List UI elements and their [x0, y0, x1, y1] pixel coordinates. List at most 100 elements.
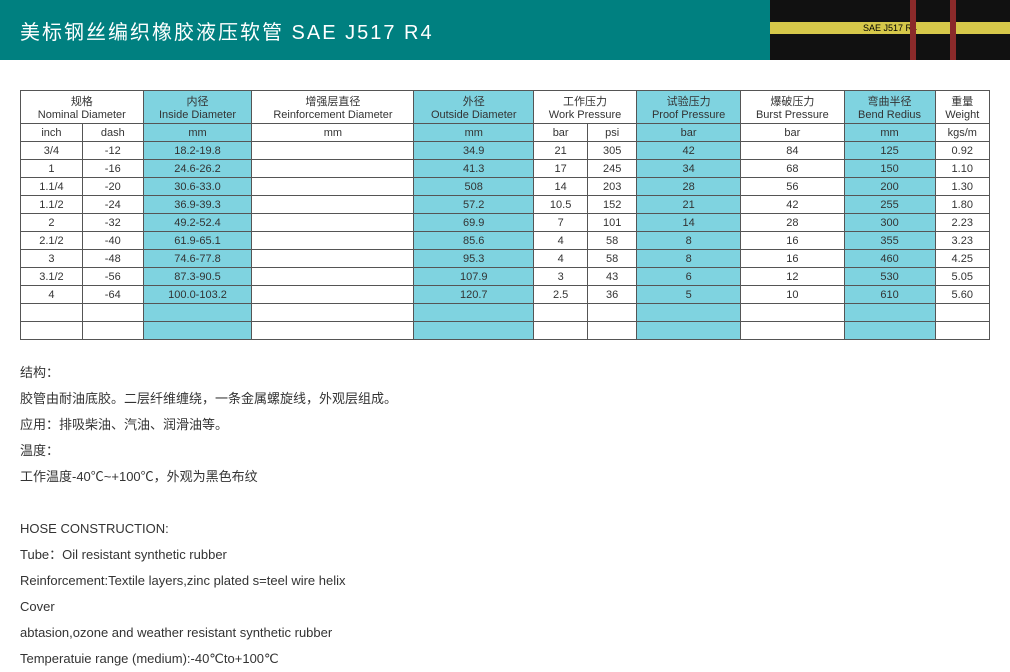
cell-wpsi: 305 — [588, 142, 637, 160]
cell-id: 87.3-90.5 — [143, 268, 252, 286]
cell-wbar: 7 — [534, 214, 588, 232]
col-outside-cn: 外径 — [418, 93, 529, 109]
cell-dash: -16 — [82, 160, 143, 178]
table-row-empty — [21, 322, 990, 340]
table-row: 3/4-1218.2-19.834.92130542841250.92 — [21, 142, 990, 160]
cell-bend: 530 — [844, 268, 935, 286]
col-burst-en: Burst Pressure — [745, 109, 839, 121]
cell-inch: 1.1/2 — [21, 196, 83, 214]
cell-proof: 6 — [637, 268, 741, 286]
cell-empty — [143, 322, 252, 340]
cell-inch: 3.1/2 — [21, 268, 83, 286]
desc-en-line: Reinforcement:Textile layers,zinc plated… — [20, 568, 990, 594]
cell-inch: 2.1/2 — [21, 232, 83, 250]
col-nominal-cn: 规格 — [25, 93, 139, 109]
cell-wbar: 3 — [534, 268, 588, 286]
col-reinf-cn: 增强层直径 — [256, 93, 409, 109]
cell-rd — [252, 178, 414, 196]
cell-dash: -64 — [82, 286, 143, 304]
cell-proof: 34 — [637, 160, 741, 178]
table-row: 3.1/2-5687.3-90.5107.93436125305.05 — [21, 268, 990, 286]
col-proof-cn: 试验压力 — [641, 93, 736, 109]
cell-wt: 0.92 — [935, 142, 989, 160]
cell-od: 95.3 — [414, 250, 534, 268]
cell-burst: 56 — [741, 178, 844, 196]
desc-en-line: Tube：Oil resistant synthetic rubber — [20, 542, 990, 568]
cell-burst: 12 — [741, 268, 844, 286]
col-bend-cn: 弯曲半径 — [849, 93, 931, 109]
hose-band — [950, 0, 956, 60]
page-title: 美标钢丝编织橡胶液压软管 SAE J517 R4 — [0, 0, 770, 60]
cell-wt: 3.23 — [935, 232, 989, 250]
unit-dash: dash — [82, 124, 143, 142]
cell-empty — [82, 322, 143, 340]
cell-wt: 1.10 — [935, 160, 989, 178]
cell-wpsi: 58 — [588, 250, 637, 268]
cell-rd — [252, 196, 414, 214]
table-row-empty — [21, 304, 990, 322]
unit-kgsm: kgs/m — [935, 124, 989, 142]
cell-wt: 5.05 — [935, 268, 989, 286]
spec-table: 规格Nominal Diameter 内径Inside Diameter 增强层… — [20, 90, 990, 340]
hose-band — [910, 0, 916, 60]
col-weight-cn: 重量 — [940, 93, 985, 109]
cell-bend: 610 — [844, 286, 935, 304]
table-row: 1-1624.6-26.241.31724534681501.10 — [21, 160, 990, 178]
cell-proof: 14 — [637, 214, 741, 232]
cell-od: 120.7 — [414, 286, 534, 304]
cell-wbar: 10.5 — [534, 196, 588, 214]
col-inside-en: Inside Diameter — [148, 109, 248, 121]
cell-od: 85.6 — [414, 232, 534, 250]
cell-bend: 355 — [844, 232, 935, 250]
col-proof-en: Proof Pressure — [641, 109, 736, 121]
cell-empty — [414, 322, 534, 340]
cell-wt: 4.25 — [935, 250, 989, 268]
desc-cn-line: 温度： — [20, 438, 990, 464]
desc-cn-line: 胶管由耐油底胶。二层纤维缠绕，一条金属螺旋线，外观层组成。 — [20, 386, 990, 412]
cell-burst: 10 — [741, 286, 844, 304]
cell-rd — [252, 250, 414, 268]
cell-wt: 5.60 — [935, 286, 989, 304]
cell-inch: 2 — [21, 214, 83, 232]
header-row-1: 规格Nominal Diameter 内径Inside Diameter 增强层… — [21, 91, 990, 124]
desc-cn-line: 结构： — [20, 360, 990, 386]
col-burst-cn: 爆破压力 — [745, 93, 839, 109]
unit-bar: bar — [741, 124, 844, 142]
cell-od: 69.9 — [414, 214, 534, 232]
desc-en-line: HOSE CONSTRUCTION: — [20, 516, 990, 542]
table-body: 3/4-1218.2-19.834.92130542841250.921-162… — [21, 142, 990, 340]
cell-proof: 8 — [637, 250, 741, 268]
unit-mm: mm — [844, 124, 935, 142]
header-row-units: inch dash mm mm mm bar psi bar bar mm kg… — [21, 124, 990, 142]
cell-empty — [534, 322, 588, 340]
cell-rd — [252, 232, 414, 250]
header-bar: 美标钢丝编织橡胶液压软管 SAE J517 R4 SAE J517 R4 — [0, 0, 1010, 60]
cell-wpsi: 58 — [588, 232, 637, 250]
cell-dash: -40 — [82, 232, 143, 250]
cell-empty — [82, 304, 143, 322]
cell-burst: 84 — [741, 142, 844, 160]
table-row: 3-4874.6-77.895.34588164604.25 — [21, 250, 990, 268]
table-row: 1.1/2-2436.9-39.357.210.515221422551.80 — [21, 196, 990, 214]
cell-proof: 42 — [637, 142, 741, 160]
col-work-cn: 工作压力 — [538, 93, 632, 109]
cell-inch: 1.1/4 — [21, 178, 83, 196]
col-outside-en: Outside Diameter — [418, 109, 529, 121]
cell-burst: 16 — [741, 232, 844, 250]
col-reinf-en: Reinforcement Diameter — [256, 109, 409, 121]
unit-mm: mm — [143, 124, 252, 142]
cell-empty — [143, 304, 252, 322]
cell-burst: 68 — [741, 160, 844, 178]
cell-rd — [252, 214, 414, 232]
cell-id: 100.0-103.2 — [143, 286, 252, 304]
table-row: 1.1/4-2030.6-33.05081420328562001.30 — [21, 178, 990, 196]
cell-burst: 42 — [741, 196, 844, 214]
hose-label: SAE J517 R4 — [770, 22, 1010, 34]
cell-od: 57.2 — [414, 196, 534, 214]
cell-rd — [252, 142, 414, 160]
cell-empty — [844, 322, 935, 340]
cell-empty — [414, 304, 534, 322]
cell-proof: 21 — [637, 196, 741, 214]
cell-burst: 28 — [741, 214, 844, 232]
cell-empty — [844, 304, 935, 322]
